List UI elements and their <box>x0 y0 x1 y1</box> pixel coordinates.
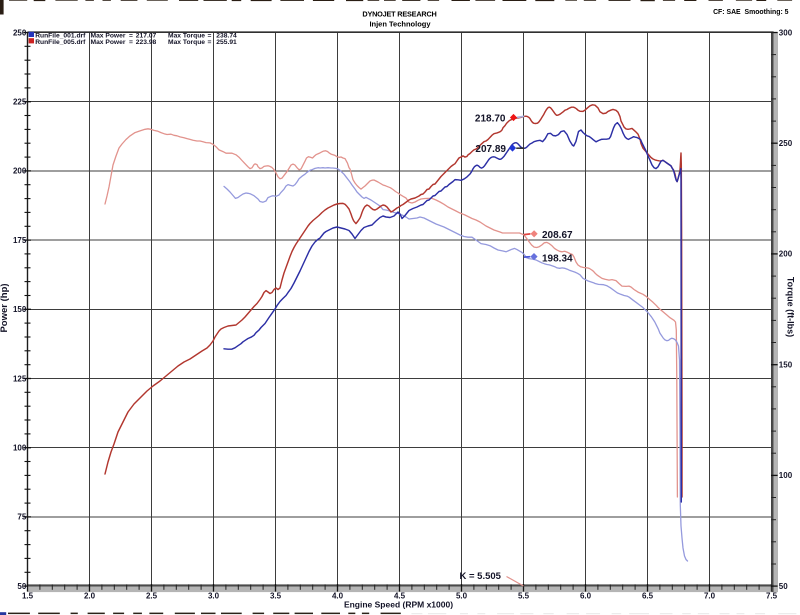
svg-text:=: = <box>208 32 212 39</box>
svg-text:198.34: 198.34 <box>542 254 573 265</box>
svg-text:3.5: 3.5 <box>270 592 282 601</box>
svg-text:200: 200 <box>13 167 27 176</box>
svg-text:150: 150 <box>779 360 793 369</box>
svg-text:Injen Technology: Injen Technology <box>369 20 431 29</box>
svg-text:250: 250 <box>779 139 793 148</box>
svg-text:218.70: 218.70 <box>475 113 506 124</box>
svg-text:250: 250 <box>13 28 27 37</box>
svg-text:K = 5.505: K = 5.505 <box>460 571 502 582</box>
svg-text:Max Power: Max Power <box>91 32 126 39</box>
svg-text:225: 225 <box>13 98 27 107</box>
svg-text:4.0: 4.0 <box>332 592 344 601</box>
svg-text:=: = <box>129 32 133 39</box>
svg-text:125: 125 <box>13 374 27 383</box>
svg-text:Max Torque: Max Torque <box>168 32 205 39</box>
svg-text:5.5: 5.5 <box>518 592 530 601</box>
svg-text:RunFile_005.drf: RunFile_005.drf <box>35 39 86 46</box>
svg-text:2.0: 2.0 <box>84 592 96 601</box>
svg-text:6.0: 6.0 <box>580 592 592 601</box>
svg-text:1.5: 1.5 <box>22 592 34 601</box>
svg-text:100: 100 <box>779 471 793 480</box>
svg-text:50: 50 <box>17 582 26 591</box>
svg-text:100: 100 <box>13 444 27 453</box>
svg-text:200: 200 <box>779 250 793 259</box>
svg-text:175: 175 <box>13 236 27 245</box>
svg-text:Power (hp): Power (hp) <box>0 283 10 332</box>
svg-text:150: 150 <box>13 305 27 314</box>
svg-text:217.07: 217.07 <box>136 32 157 39</box>
svg-text:3.0: 3.0 <box>208 592 220 601</box>
svg-text:7.5: 7.5 <box>766 592 778 601</box>
svg-text:208.67: 208.67 <box>542 230 573 241</box>
svg-text:5.0: 5.0 <box>456 592 468 601</box>
svg-text:7.0: 7.0 <box>704 592 716 601</box>
svg-text:4.5: 4.5 <box>394 592 406 601</box>
svg-text:255.91: 255.91 <box>216 39 237 46</box>
svg-text:RunFile_001.drf: RunFile_001.drf <box>35 32 86 39</box>
svg-text:207.89: 207.89 <box>475 144 506 155</box>
svg-text:CF: SAE Smoothing: 5: CF: SAE Smoothing: 5 <box>713 9 789 16</box>
svg-text:50: 50 <box>779 582 788 591</box>
svg-text:=: = <box>208 39 212 46</box>
svg-text:Max Torque: Max Torque <box>168 39 205 46</box>
svg-text:223.98: 223.98 <box>136 39 157 46</box>
svg-text:238.74: 238.74 <box>216 32 237 39</box>
svg-text:Torque (ft-lbs): Torque (ft-lbs) <box>786 277 796 337</box>
svg-text:300: 300 <box>779 28 793 37</box>
svg-text:DYNOJET RESEARCH: DYNOJET RESEARCH <box>362 9 436 18</box>
svg-text:75: 75 <box>17 513 26 522</box>
svg-text:Max Power: Max Power <box>91 39 126 46</box>
svg-text:6.5: 6.5 <box>642 592 654 601</box>
svg-text:2.5: 2.5 <box>146 592 158 601</box>
svg-text:=: = <box>129 39 133 46</box>
svg-text:Engine Speed (RPM x1000): Engine Speed (RPM x1000) <box>344 599 453 609</box>
